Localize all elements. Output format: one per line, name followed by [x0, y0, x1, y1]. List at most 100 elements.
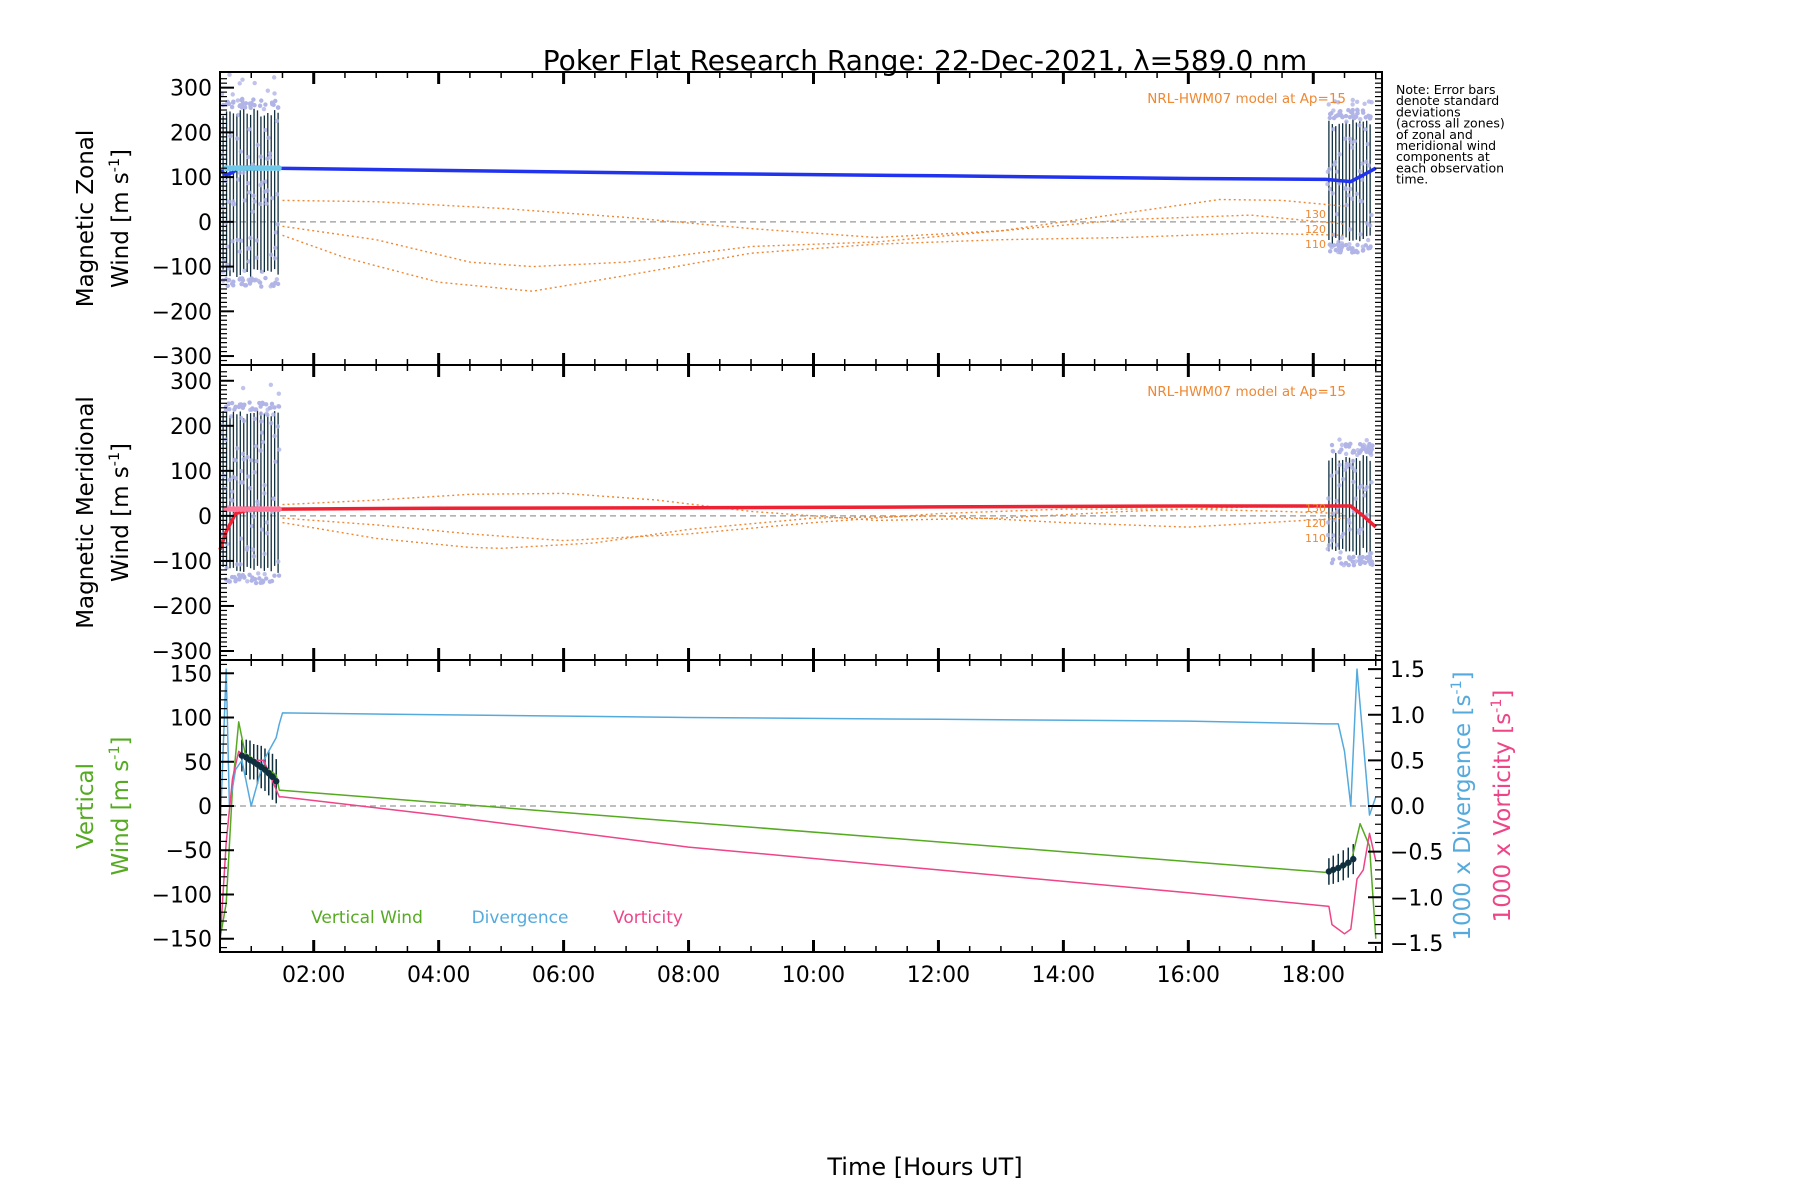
- zone-point: [257, 280, 263, 285]
- zone-point: [1347, 227, 1353, 232]
- note-line: components at: [1396, 149, 1490, 164]
- zone-point: [1358, 448, 1364, 453]
- zone-point: [1340, 243, 1345, 249]
- zone-point: [1337, 248, 1342, 253]
- meridional-wind-panel: NRL-HWM07 model at Ap=15 130 120 110 −300 −20…: [73, 364, 1383, 665]
- series-line-divergence: [219, 668, 1377, 834]
- zone-point: [238, 415, 244, 421]
- y-axis-label: Vertical: [73, 763, 99, 849]
- zone-point: [258, 448, 263, 453]
- zone-point: [252, 199, 257, 204]
- zone-point: [242, 402, 247, 407]
- zone-point: [226, 401, 231, 406]
- y-tick-label-right: −1.5: [1390, 932, 1443, 957]
- zone-point: [1366, 113, 1371, 119]
- zone-point: [1350, 559, 1355, 564]
- model-curve-120-km: [282, 214, 1345, 268]
- zone-point: [1330, 191, 1335, 196]
- zone-point: [1337, 152, 1342, 157]
- x-tick-label: 14:00: [1032, 963, 1095, 988]
- zone-point: [1363, 127, 1368, 132]
- zone-point: [263, 179, 268, 184]
- model-altitude-label: 120: [1305, 517, 1326, 530]
- zone-point: [247, 246, 253, 251]
- y-tick-label: −100: [152, 256, 212, 281]
- zone-point: [1333, 160, 1338, 165]
- zone-point: [234, 562, 240, 567]
- y-tick-label: 100: [170, 166, 212, 191]
- zone-point: [271, 412, 276, 417]
- zone-point: [252, 80, 257, 86]
- zone-point: [263, 275, 268, 281]
- y-tick-label-right: −0.5: [1390, 841, 1443, 866]
- zone-point: [263, 197, 268, 203]
- zone-point: [239, 281, 244, 287]
- zone-point: [251, 514, 256, 519]
- x-tick-label: 10:00: [782, 963, 845, 988]
- zone-point: [1336, 100, 1341, 105]
- zone-point: [263, 576, 269, 581]
- vorticity-axis-label-sup: -1: [1489, 699, 1505, 713]
- zone-point: [1359, 527, 1364, 532]
- meridional-wind-line: [218, 504, 1377, 551]
- zone-point: [263, 127, 268, 133]
- zone-point: [1350, 107, 1355, 113]
- model-label: NRL-HWM07 model at Ap=15: [1147, 384, 1346, 400]
- zone-point: [1363, 243, 1368, 248]
- zone-point: [1347, 114, 1353, 120]
- zone-point: [1358, 557, 1364, 562]
- zone-point: [1347, 245, 1353, 251]
- zone-point: [1367, 441, 1372, 447]
- zone-point: [265, 188, 270, 193]
- note-line: Note: Error bars: [1396, 82, 1495, 97]
- y-axis-label: Magnetic Zonal: [73, 130, 99, 308]
- model-altitude-label: 110: [1305, 532, 1326, 545]
- zone-point: [245, 154, 251, 160]
- zone-point: [1342, 186, 1348, 191]
- zone-point: [241, 170, 246, 175]
- zone-point: [265, 88, 271, 93]
- zone-point: [251, 554, 257, 559]
- zone-point: [1343, 113, 1349, 119]
- y-tick-label: −300: [152, 640, 212, 665]
- zone-point: [234, 446, 240, 451]
- zone-point: [235, 112, 241, 118]
- zone-point: [1343, 242, 1349, 248]
- zone-point: [229, 400, 235, 406]
- zone-point: [263, 102, 268, 107]
- zone-point: [233, 579, 238, 584]
- zone-point: [249, 523, 255, 529]
- zone-point: [1343, 451, 1349, 457]
- zone-point: [1347, 136, 1353, 142]
- zone-point: [1330, 449, 1336, 454]
- zone-point: [235, 98, 241, 103]
- zone-point: [1340, 114, 1345, 120]
- zone-point: [1360, 161, 1365, 166]
- zone-point: [1357, 441, 1363, 447]
- zone-point: [1349, 140, 1354, 145]
- y-tick-label: 0: [198, 211, 212, 236]
- zone-point: [1351, 479, 1356, 485]
- zone-point: [226, 277, 232, 283]
- zone-point: [254, 238, 260, 243]
- y-axis-label-line2: Wind [m s: [108, 172, 134, 288]
- zone-point: [275, 105, 281, 110]
- y-axis-label-line1: Vertical: [73, 763, 99, 849]
- zone-point: [246, 259, 251, 264]
- zone-point: [276, 573, 282, 578]
- zone-point: [1365, 237, 1371, 243]
- y-tick-label-right: 0.0: [1390, 795, 1425, 820]
- y-tick-label: 200: [170, 415, 212, 440]
- zone-point: [272, 405, 277, 410]
- model-altitude-label: 110: [1305, 238, 1326, 251]
- zone-point: [273, 280, 278, 286]
- zone-point: [272, 256, 278, 261]
- zone-point: [253, 407, 259, 412]
- zone-point: [1365, 554, 1370, 560]
- zone-point: [269, 420, 274, 426]
- zone-point: [247, 101, 253, 106]
- zone-point: [238, 402, 244, 407]
- zone-point: [236, 177, 241, 182]
- y-tick-label: 200: [170, 121, 212, 146]
- zone-point: [1368, 561, 1373, 567]
